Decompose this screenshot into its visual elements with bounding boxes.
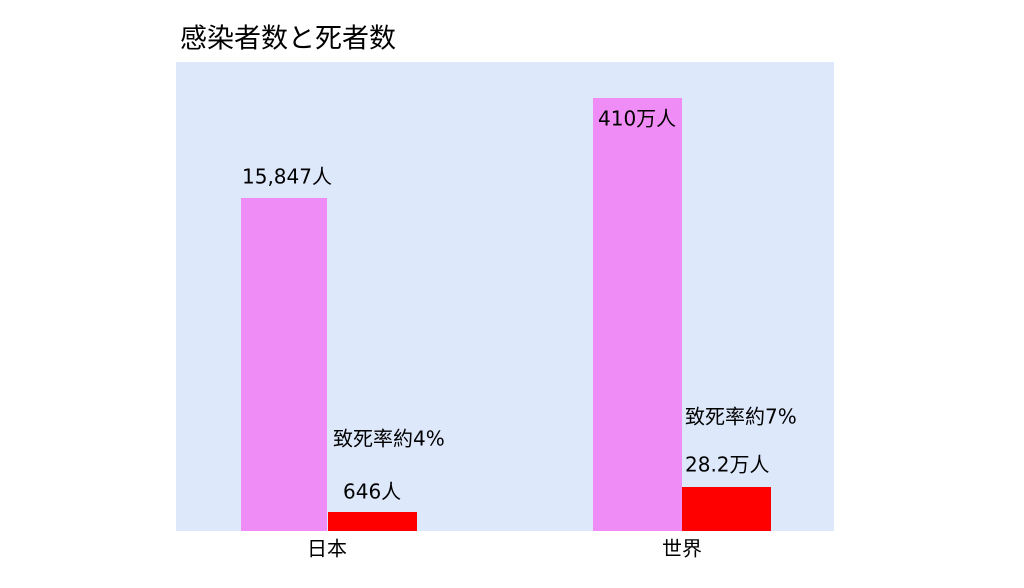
data-label: 15,847人 — [242, 165, 332, 189]
bar — [682, 487, 771, 531]
data-label: 410万人 — [598, 107, 676, 131]
bar — [241, 198, 327, 531]
bar — [328, 512, 417, 531]
x-tick-label: 日本 — [307, 537, 347, 561]
chart-title: 感染者数と死者数 — [180, 24, 396, 55]
annotation: 致死率約4% — [333, 427, 445, 451]
bar — [593, 98, 682, 531]
data-label: 646人 — [343, 480, 401, 504]
data-label: 28.2万人 — [685, 453, 770, 477]
annotation: 致死率約7% — [685, 405, 797, 429]
x-tick-label: 世界 — [662, 537, 702, 561]
